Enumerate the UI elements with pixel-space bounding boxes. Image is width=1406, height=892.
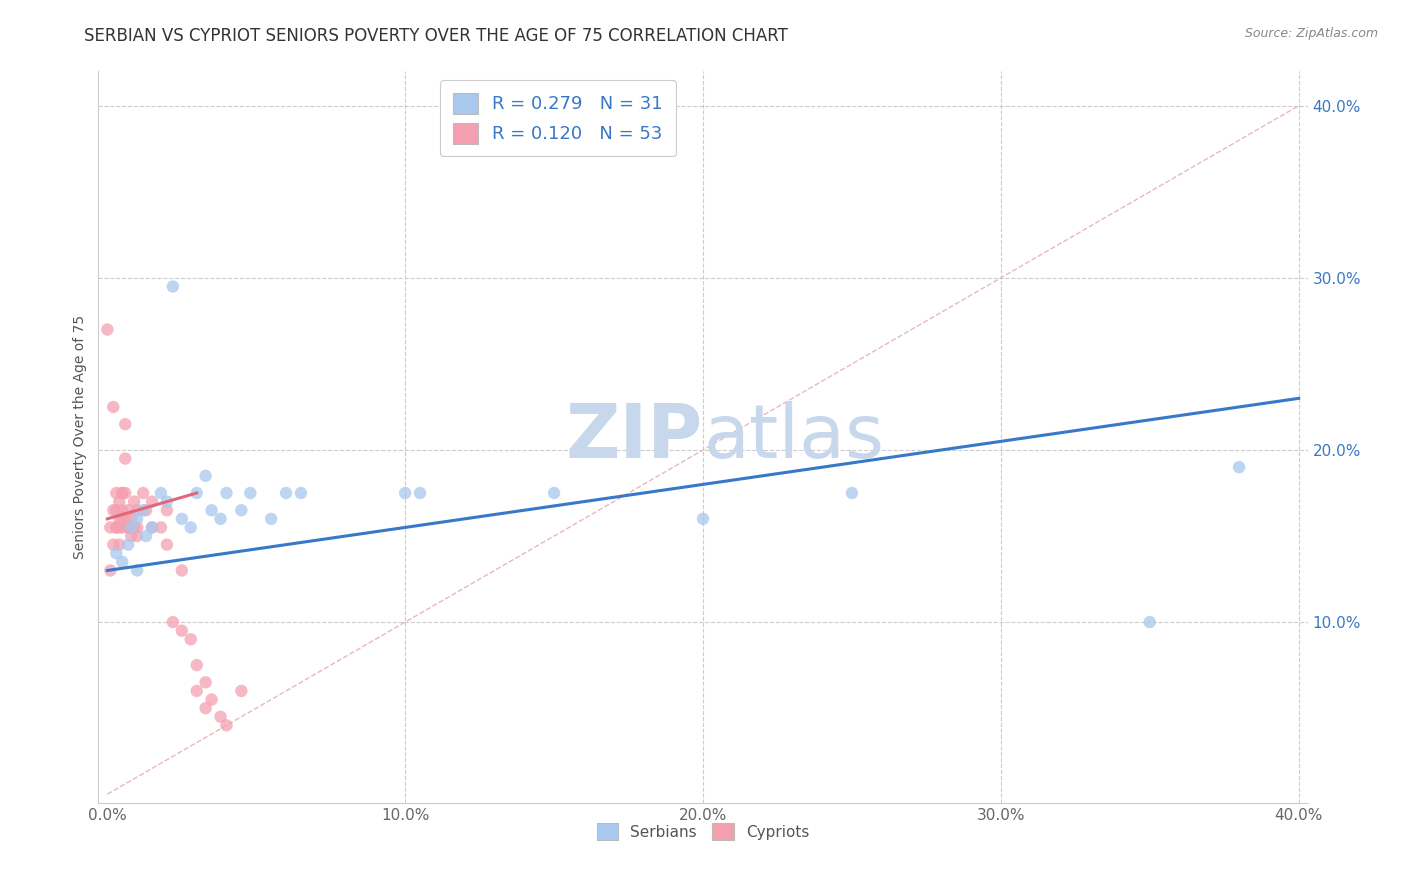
Point xyxy=(231,503,253,517)
Point xyxy=(156,538,179,552)
Point xyxy=(170,564,193,578)
Point xyxy=(162,615,184,629)
Point xyxy=(394,486,416,500)
Point xyxy=(141,494,163,508)
Point xyxy=(186,658,208,673)
Point xyxy=(156,494,179,508)
Point xyxy=(215,486,238,500)
Point xyxy=(120,512,142,526)
Point xyxy=(105,546,128,560)
Point xyxy=(162,279,184,293)
Point xyxy=(105,520,128,534)
Point xyxy=(1139,615,1161,629)
Legend: Serbians, Cypriots: Serbians, Cypriots xyxy=(591,816,815,847)
Point xyxy=(117,503,139,517)
Point xyxy=(170,512,193,526)
Point xyxy=(186,684,208,698)
Point xyxy=(215,718,238,732)
Point xyxy=(105,486,128,500)
Point xyxy=(141,520,163,534)
Point xyxy=(117,520,139,534)
Point xyxy=(108,538,131,552)
Text: Source: ZipAtlas.com: Source: ZipAtlas.com xyxy=(1244,27,1378,40)
Point xyxy=(98,520,121,534)
Point xyxy=(290,486,312,500)
Point xyxy=(194,468,217,483)
Text: ZIP: ZIP xyxy=(565,401,703,474)
Point xyxy=(114,486,136,500)
Point xyxy=(194,701,217,715)
Point xyxy=(111,486,134,500)
Point xyxy=(692,512,714,526)
Point xyxy=(186,486,208,500)
Point xyxy=(114,512,136,526)
Point xyxy=(111,512,134,526)
Point xyxy=(209,512,232,526)
Point xyxy=(117,538,139,552)
Y-axis label: Seniors Poverty Over the Age of 75: Seniors Poverty Over the Age of 75 xyxy=(73,315,87,559)
Point xyxy=(127,512,149,526)
Point xyxy=(120,520,142,534)
Point xyxy=(135,529,157,543)
Point xyxy=(231,684,253,698)
Point xyxy=(111,555,134,569)
Point xyxy=(180,632,202,647)
Point xyxy=(96,322,118,336)
Point xyxy=(239,486,262,500)
Point xyxy=(105,520,128,534)
Point xyxy=(127,503,149,517)
Point xyxy=(200,692,222,706)
Point xyxy=(103,503,125,517)
Point xyxy=(111,520,134,534)
Point xyxy=(260,512,283,526)
Point xyxy=(108,512,131,526)
Point xyxy=(170,624,193,638)
Point xyxy=(194,675,217,690)
Point xyxy=(543,486,565,500)
Point xyxy=(111,486,134,500)
Point xyxy=(274,486,297,500)
Point xyxy=(127,564,149,578)
Point xyxy=(132,486,155,500)
Point xyxy=(127,520,149,534)
Point xyxy=(114,451,136,466)
Point xyxy=(120,529,142,543)
Point xyxy=(108,520,131,534)
Point xyxy=(132,503,155,517)
Text: SERBIAN VS CYPRIOT SENIORS POVERTY OVER THE AGE OF 75 CORRELATION CHART: SERBIAN VS CYPRIOT SENIORS POVERTY OVER … xyxy=(84,27,789,45)
Point xyxy=(841,486,863,500)
Point xyxy=(135,503,157,517)
Point xyxy=(141,520,163,534)
Point xyxy=(117,520,139,534)
Point xyxy=(103,400,125,414)
Point xyxy=(149,520,172,534)
Point xyxy=(103,538,125,552)
Point xyxy=(180,520,202,534)
Point xyxy=(122,520,145,534)
Point xyxy=(122,494,145,508)
Point xyxy=(149,486,172,500)
Point xyxy=(200,503,222,517)
Point xyxy=(409,486,432,500)
Point xyxy=(111,503,134,517)
Point xyxy=(108,494,131,508)
Point xyxy=(127,529,149,543)
Point xyxy=(114,417,136,432)
Point xyxy=(120,520,142,534)
Point xyxy=(156,503,179,517)
Point xyxy=(1227,460,1250,475)
Text: atlas: atlas xyxy=(703,401,884,474)
Point xyxy=(98,564,121,578)
Point xyxy=(209,710,232,724)
Point xyxy=(105,503,128,517)
